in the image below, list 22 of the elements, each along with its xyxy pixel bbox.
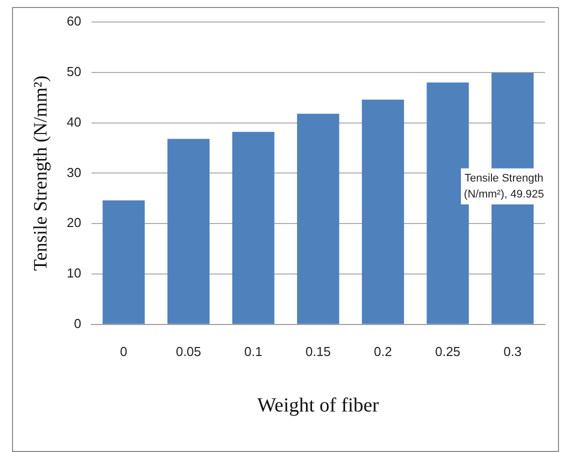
y-tick-label: 0: [74, 316, 82, 331]
y-axis-title: Tensile Strength (N/mm²): [30, 76, 52, 271]
x-tick-label: 0.05: [176, 344, 202, 359]
y-tick-label: 30: [66, 164, 82, 180]
bar: [362, 100, 404, 324]
x-axis-title: Weight of fiber: [257, 394, 380, 416]
y-tick-label: 10: [66, 266, 82, 281]
bar: [167, 138, 210, 324]
bar: [297, 114, 340, 324]
bar: [232, 132, 274, 324]
y-tick-label: 40: [66, 114, 82, 130]
y-tick-label: 60: [66, 14, 82, 29]
x-tick-label: 0.2: [374, 344, 392, 359]
x-tick-label: 0.15: [305, 344, 331, 359]
bar: [102, 200, 145, 324]
x-tick-label: 0.3: [504, 344, 522, 359]
x-tick-label: 0.25: [435, 344, 460, 359]
data-label: Tensile Strength (N/mm²), 49.925: [464, 172, 544, 200]
y-tick-label: 50: [66, 64, 82, 79]
x-tick-label: 0.1: [244, 344, 262, 359]
y-tick-label: 20: [66, 215, 82, 230]
x-tick-label: 0: [120, 344, 128, 359]
